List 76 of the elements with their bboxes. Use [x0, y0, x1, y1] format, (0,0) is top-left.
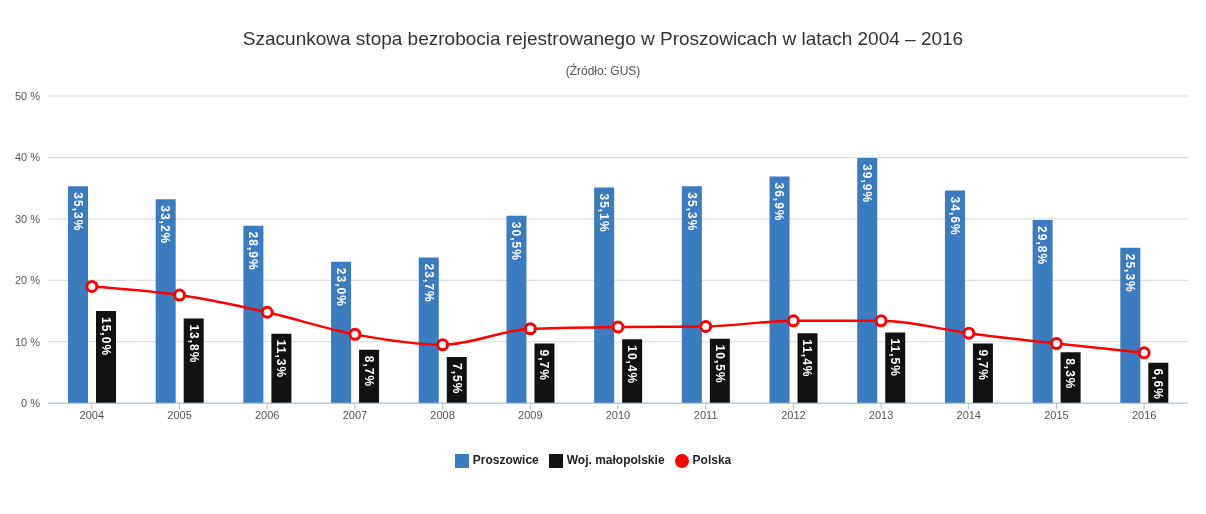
data-label: 9,7% — [975, 349, 990, 381]
point — [1137, 346, 1151, 360]
x-tick-label: 2016 — [1131, 408, 1157, 421]
data-label: 36,9% — [772, 182, 787, 222]
y-tick-label: 30 % — [14, 212, 41, 225]
data-label: 11,3% — [274, 339, 289, 379]
bar — [68, 186, 88, 404]
point — [699, 319, 713, 333]
point — [348, 327, 362, 341]
data-label: 28,9% — [246, 231, 261, 271]
y-tick-label: 10 % — [14, 335, 41, 348]
data-label: 13,8% — [186, 324, 201, 364]
data-label: 35,3% — [70, 192, 85, 232]
bar — [769, 176, 790, 404]
data-label: 39,9% — [860, 164, 875, 204]
point — [611, 320, 625, 334]
data-label: 11,4% — [800, 339, 815, 378]
data-label: 34,6% — [947, 196, 962, 236]
x-tick-label: 2009 — [518, 408, 543, 421]
data-label: 8,7% — [361, 355, 376, 388]
data-label: 9,7% — [537, 349, 552, 381]
point — [874, 314, 888, 328]
y-tick-label: 40 % — [14, 151, 41, 164]
data-label: 23,0% — [333, 267, 348, 307]
point — [436, 338, 450, 352]
legend-label: Woj. małopolskie — [566, 453, 665, 468]
chart-subtitle: (Źródło: GUS) — [564, 64, 642, 78]
data-label: 8,3% — [1063, 358, 1078, 390]
x-tick-label: 2005 — [167, 408, 192, 421]
data-label: 15,0% — [98, 317, 113, 357]
x-tick-label: 2004 — [79, 408, 105, 421]
bar — [418, 257, 439, 404]
data-label: 6,6% — [1151, 368, 1166, 400]
x-tick-label: 2006 — [254, 408, 280, 421]
data-label: 35,1% — [596, 193, 611, 233]
point — [1049, 337, 1063, 351]
bar — [155, 199, 176, 404]
data-label: 10,4% — [624, 345, 639, 385]
point — [260, 305, 274, 319]
bar — [681, 186, 702, 404]
y-tick-label: 0 % — [21, 397, 41, 410]
legend-label: Polska — [692, 453, 732, 468]
y-tick-label: 20 % — [14, 274, 41, 287]
x-tick-label: 2007 — [342, 408, 368, 421]
bar — [944, 190, 965, 404]
point — [523, 322, 537, 336]
bar — [331, 261, 352, 404]
x-tick-label: 2011 — [693, 408, 718, 421]
point — [786, 314, 800, 328]
bar — [243, 225, 264, 404]
y-tick-label: 50 % — [14, 89, 41, 102]
point — [85, 279, 99, 293]
x-tick-label: 2008 — [430, 408, 455, 421]
point — [173, 288, 187, 302]
legend-label: Proszowice — [472, 453, 539, 468]
data-label: 7,5% — [449, 363, 464, 395]
bar — [594, 187, 615, 404]
data-label: 33,2% — [158, 205, 173, 245]
x-tick-label: 2014 — [956, 408, 982, 421]
bar — [506, 215, 527, 404]
point — [962, 326, 976, 340]
x-tick-label: 2013 — [868, 408, 894, 421]
x-tick-label: 2012 — [781, 408, 806, 421]
data-label: 29,8% — [1035, 226, 1050, 266]
x-tick-label: 2010 — [605, 408, 631, 421]
data-label: 11,5% — [888, 338, 903, 377]
data-label: 10,5% — [712, 344, 727, 384]
bar — [1032, 220, 1053, 404]
bar — [857, 158, 878, 404]
data-label: 30,5% — [509, 221, 524, 261]
data-label: 35,3% — [684, 192, 699, 232]
data-label: 25,3% — [1123, 253, 1138, 293]
data-label: 23,7% — [421, 263, 436, 303]
chart-title: Szacunkowa stopa bezrobocia rejestrowanego w Proszowicach w latach 2004 – 2016 — [241, 28, 965, 50]
x-tick-label: 2015 — [1044, 408, 1069, 421]
bar — [1120, 247, 1141, 404]
